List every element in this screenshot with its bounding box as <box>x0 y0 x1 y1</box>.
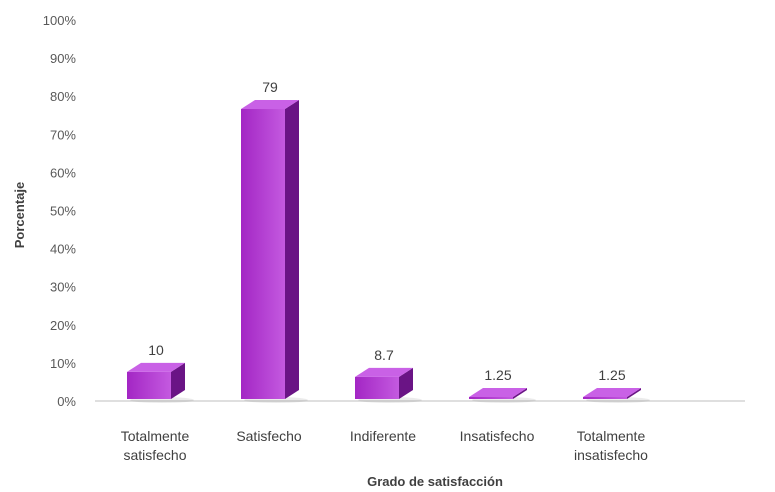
data-labels: 10 79 8.7 1.25 1.25 <box>148 79 626 383</box>
x-tick-label: Indiferente <box>350 428 416 444</box>
bar-top <box>127 362 185 372</box>
bar <box>127 362 194 403</box>
y-axis-title: Porcentaje <box>12 182 27 248</box>
y-tick-label: 80% <box>50 89 76 104</box>
y-tick-label: 10% <box>50 356 76 371</box>
bar-front <box>355 376 399 399</box>
y-tick-label: 40% <box>50 242 76 257</box>
bar-side <box>627 388 641 399</box>
data-label: 1.25 <box>484 367 511 383</box>
bar <box>469 388 536 403</box>
bar-top <box>469 388 527 397</box>
y-tick-label: 100% <box>43 13 77 28</box>
y-tick-label: 0% <box>57 394 76 409</box>
data-label: 79 <box>262 79 278 95</box>
y-tick-label: 90% <box>50 51 76 66</box>
bar-top <box>241 100 299 110</box>
bar-front <box>469 397 513 399</box>
x-tick-label: Satisfecho <box>236 428 302 444</box>
y-tick-label: 50% <box>50 204 76 219</box>
bar-front <box>583 397 627 399</box>
x-axis-title: Grado de satisfacción <box>367 474 503 489</box>
x-tick-label: Totalmente insatisfecho <box>574 428 648 463</box>
y-tick-label: 20% <box>50 318 76 333</box>
bar-front <box>127 371 171 399</box>
x-tick-label: Totalmente satisfecho <box>121 428 190 463</box>
bar <box>355 367 422 403</box>
bar <box>241 100 308 403</box>
data-label: 8.7 <box>374 347 394 363</box>
y-tick-label: 30% <box>50 280 76 295</box>
category-labels: Totalmente satisfecho Satisfecho Indiferent… <box>121 428 648 463</box>
data-label: 10 <box>148 342 164 358</box>
bar-side <box>513 388 527 399</box>
bar-side <box>171 362 185 399</box>
y-tick-label: 70% <box>50 127 76 142</box>
bar-side <box>399 367 413 399</box>
bar <box>583 388 650 403</box>
bar-top <box>583 388 641 397</box>
bar-top <box>355 367 413 377</box>
bar-side <box>285 100 299 399</box>
y-tick-label: 60% <box>50 165 76 180</box>
x-tick-label: Insatisfecho <box>460 428 535 444</box>
bars <box>127 100 650 403</box>
data-label: 1.25 <box>598 367 625 383</box>
y-axis-ticks: 0% 10% 20% 30% 40% 50% 60% 70% 80% 90% 100% <box>43 13 77 409</box>
bar-front <box>241 109 285 399</box>
